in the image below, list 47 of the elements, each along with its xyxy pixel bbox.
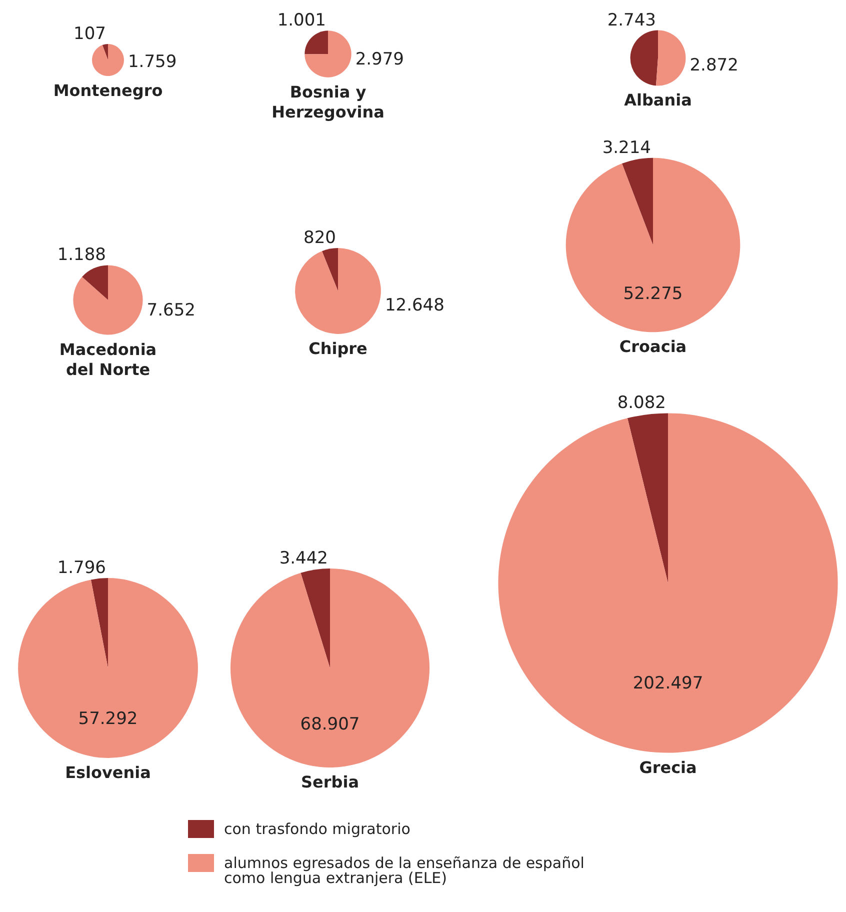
- data-label: 3.214: [602, 138, 651, 158]
- pie-slice: [304, 30, 352, 78]
- text: Montenegro: [53, 80, 163, 100]
- pie-slice: [322, 248, 338, 291]
- data-label: 57.292: [78, 708, 138, 729]
- pie-slice: [295, 248, 381, 334]
- data-label: 52.275: [623, 284, 683, 304]
- data-label: 8.082: [617, 393, 666, 414]
- data-label: 1.796: [57, 558, 106, 578]
- data-label: 107: [74, 24, 106, 44]
- data-label: 202.497: [632, 673, 704, 694]
- data-label: 12.648: [384, 295, 444, 316]
- text: Chipre: [308, 338, 368, 358]
- data-label: 3.442: [279, 548, 328, 568]
- data-label: 1.759: [128, 52, 177, 72]
- pie-slice: [656, 30, 686, 86]
- pie-slice: [498, 413, 838, 753]
- pie-slice: [230, 568, 430, 768]
- pie-slice: [18, 578, 198, 758]
- text: Grecia: [639, 758, 697, 777]
- pie-slice: [566, 158, 740, 332]
- text: Albania: [624, 90, 692, 110]
- text: Serbia: [301, 772, 359, 792]
- pie-slice: [300, 568, 330, 668]
- text: Bosnia y Herzegovina: [272, 82, 384, 122]
- text: Croacia: [619, 337, 687, 356]
- data-label: 68.907: [300, 714, 360, 735]
- text: Macedonia del Norte: [59, 340, 157, 379]
- data-label: 2.979: [355, 50, 404, 70]
- data-label: 1.188: [57, 245, 106, 266]
- legend-label: alumnos egresados de la enseñanza de español como lengua extranjera (ELE): [224, 854, 584, 887]
- data-label: 7.652: [146, 300, 196, 321]
- pie-slice: [630, 30, 658, 86]
- pie-slice: [102, 44, 108, 60]
- data-label: 2.743: [607, 10, 656, 30]
- pie-slice: [90, 578, 108, 668]
- pie-slice: [82, 265, 108, 300]
- pie-slice: [627, 413, 668, 583]
- text: Eslovenia: [65, 762, 151, 782]
- pie-slice: [92, 44, 124, 76]
- pie-slice: [622, 158, 653, 245]
- pie-slice: [304, 30, 328, 54]
- data-label: 820: [304, 228, 336, 248]
- pie-slice: [73, 265, 143, 335]
- data-label: 1.001: [277, 10, 326, 31]
- legend-label: con trasfondo migratorio: [224, 820, 410, 838]
- data-label: 2.872: [690, 55, 738, 76]
